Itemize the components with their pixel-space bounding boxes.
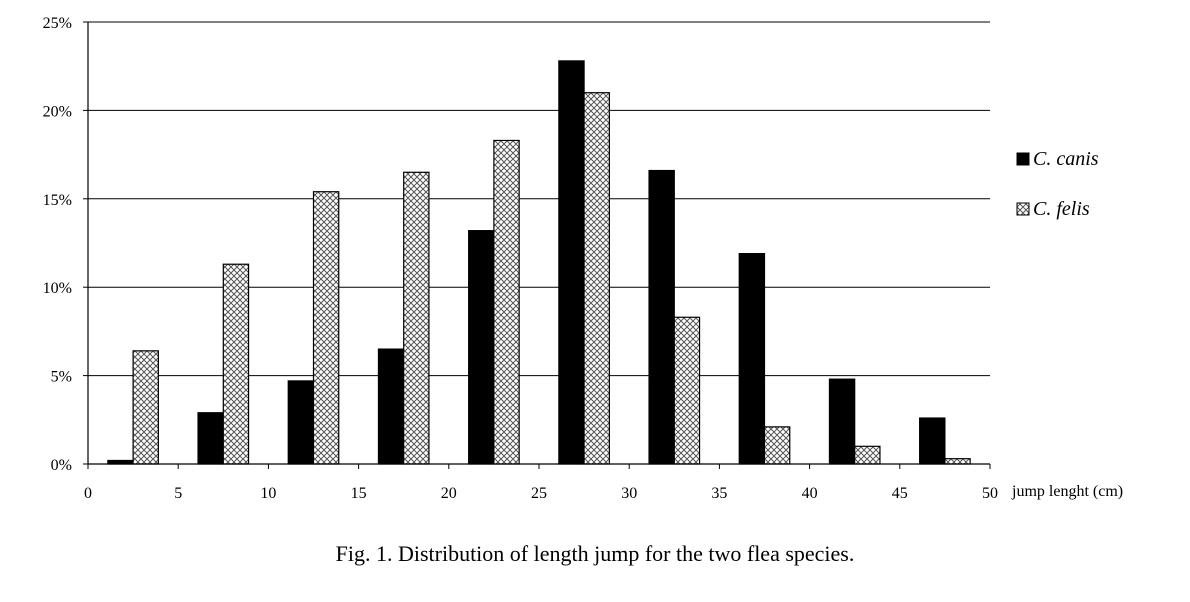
bar-canis-30-35 <box>648 169 675 465</box>
legend: C. canis C. felis <box>1016 148 1099 220</box>
x-tick-label: 50 <box>982 485 998 502</box>
x-tick-label: 30 <box>621 485 637 502</box>
bar-felis-5-10 <box>222 263 250 465</box>
x-tick-label: 0 <box>84 485 92 502</box>
x-tick-label: 15 <box>351 485 367 502</box>
bar-canis-20-25 <box>468 230 495 465</box>
x-tick-label: 5 <box>174 485 182 502</box>
bar-canis-5-10 <box>197 412 224 465</box>
y-tick-label: 5% <box>51 369 72 386</box>
bar-felis-35-40 <box>763 426 791 465</box>
x-tick-labels: 0 5 10 15 20 25 30 35 40 45 50 <box>84 485 998 502</box>
x-tick-label: 25 <box>531 485 547 502</box>
bar-canis-35-40 <box>738 253 766 465</box>
x-tick-label: 35 <box>711 485 727 502</box>
bar-felis-45-50 <box>944 458 971 465</box>
chart: 0% 5% 10% 15% 20% 25% 0 5 10 15 20 25 30 35 40 45 50 ju… <box>43 15 1123 502</box>
x-tick-label: 10 <box>260 485 276 502</box>
bar-felis-30-35 <box>673 316 701 465</box>
bars <box>107 60 971 465</box>
y-tick-labels: 0% 5% 10% 15% 20% 25% <box>43 15 72 474</box>
legend-label-canis: C. canis <box>1033 148 1099 170</box>
bar-felis-25-30 <box>583 92 610 465</box>
legend-swatch-canis <box>1016 152 1030 166</box>
x-tick-label: 40 <box>802 485 818 502</box>
bar-felis-20-25 <box>493 139 520 465</box>
legend-swatch-felis <box>1016 202 1030 216</box>
x-tick-label: 20 <box>441 485 457 502</box>
bar-canis-10-15 <box>287 380 315 465</box>
x-axis-label: jump lenght (cm) <box>1011 483 1123 500</box>
bar-felis-0-5 <box>132 350 159 465</box>
bar-felis-10-15 <box>312 191 340 465</box>
y-tick-label: 25% <box>43 15 72 32</box>
y-tick-label: 0% <box>51 457 72 474</box>
bar-felis-15-20 <box>403 171 430 465</box>
x-tick-label: 45 <box>892 485 908 502</box>
bar-canis-25-30 <box>558 60 585 465</box>
bar-felis-40-45 <box>854 445 881 465</box>
axes <box>83 21 991 469</box>
bar-canis-40-45 <box>828 378 856 465</box>
bar-canis-15-20 <box>377 348 405 465</box>
y-tick-label: 10% <box>43 280 72 297</box>
bar-canis-45-50 <box>919 417 946 465</box>
figure-caption: Fig. 1. Distribution of length jump for … <box>335 541 855 566</box>
y-tick-label: 20% <box>43 103 72 120</box>
y-tick-label: 15% <box>43 192 72 209</box>
legend-label-felis: C. felis <box>1033 198 1090 220</box>
